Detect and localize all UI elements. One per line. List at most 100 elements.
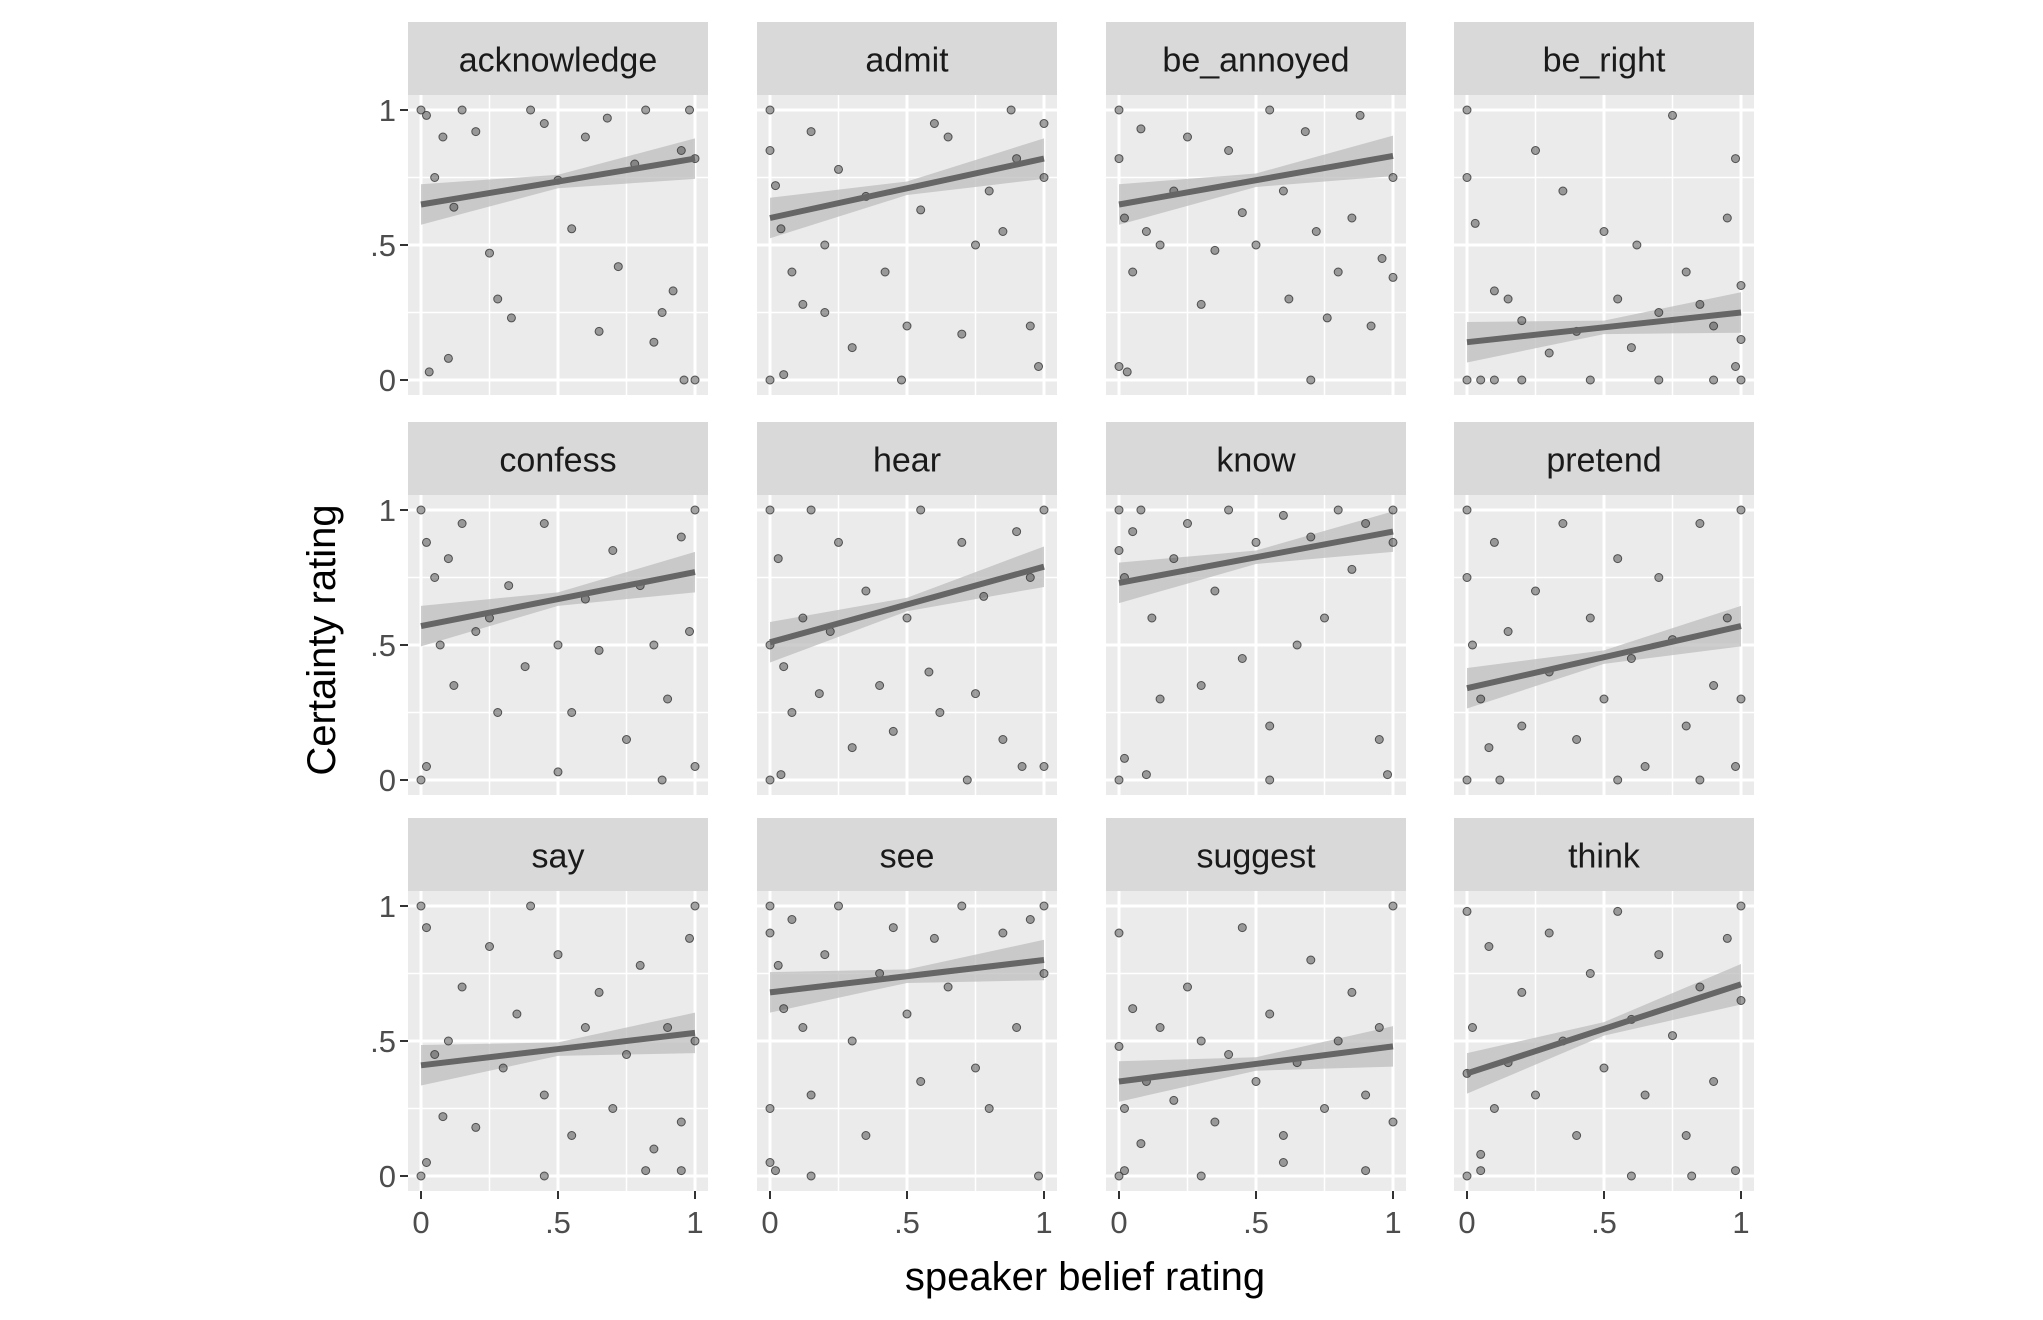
y-tick-label: 0 (379, 363, 396, 398)
data-point (847, 343, 857, 353)
facet-strip (408, 22, 708, 95)
data-point (1251, 537, 1261, 547)
y-axis-title: Certainty rating (300, 504, 344, 775)
data-point (1237, 923, 1247, 933)
y-tick-label: 1 (379, 493, 396, 528)
data-point (820, 950, 830, 960)
data-point (1278, 510, 1288, 520)
data-point (567, 708, 577, 717)
data-point (1599, 694, 1609, 704)
data-point (424, 367, 434, 377)
data-point (916, 205, 926, 215)
facet-strip (1454, 818, 1754, 891)
data-point (1517, 721, 1527, 731)
data-point (1613, 906, 1623, 916)
data-point (438, 132, 448, 142)
data-point (806, 1090, 816, 1100)
data-point (1695, 982, 1705, 992)
data-point (1731, 362, 1741, 371)
data-point (1017, 762, 1027, 771)
fit-line (1118, 152, 1394, 208)
data-point (847, 743, 857, 753)
data-point (1224, 505, 1234, 515)
data-point (690, 505, 700, 515)
data-point (798, 613, 808, 623)
facet-label: admit (865, 42, 949, 80)
x-tick-label: 0 (1110, 1205, 1127, 1240)
data-point (457, 105, 467, 115)
data-point (1632, 240, 1642, 250)
facet-label: acknowledge (459, 42, 657, 80)
data-point (770, 1166, 780, 1176)
data-point (943, 982, 953, 992)
data-point (416, 105, 426, 115)
data-point (622, 735, 631, 744)
data-point (1347, 213, 1357, 223)
data-point (1470, 218, 1480, 228)
data-point (765, 146, 775, 155)
data-point (1006, 105, 1016, 115)
data-point (1114, 505, 1124, 515)
data-point (1722, 933, 1732, 943)
fit-line (769, 155, 1045, 221)
data-point (1558, 519, 1568, 528)
data-point (943, 132, 953, 142)
data-point (1361, 519, 1371, 528)
data-point (663, 1023, 673, 1032)
data-point (834, 901, 843, 911)
data-point (1196, 1036, 1206, 1046)
facet-label: think (1568, 838, 1641, 876)
data-point (416, 901, 426, 911)
data-point (765, 928, 775, 938)
data-point (798, 1023, 808, 1032)
facet-see: see 0 .5 1 (757, 818, 1057, 1240)
fit-line (420, 1029, 696, 1069)
data-point (1572, 735, 1582, 744)
data-point (1585, 375, 1595, 385)
data-point (553, 767, 563, 777)
data-point (888, 726, 898, 736)
data-point (449, 202, 459, 212)
data-point (888, 923, 898, 933)
data-point (1388, 505, 1398, 515)
data-point (1114, 1041, 1124, 1051)
fit-line (1466, 981, 1742, 1077)
data-point (1136, 1139, 1146, 1149)
data-point (1736, 694, 1746, 704)
data-point (962, 775, 972, 785)
data-point (1333, 267, 1343, 277)
data-point (765, 901, 775, 911)
data-point (416, 505, 426, 515)
data-point (1722, 213, 1732, 223)
data-point (1476, 694, 1486, 704)
facet-strip (408, 422, 708, 495)
data-point (1626, 654, 1636, 663)
data-point (690, 1036, 700, 1046)
data-point (1237, 208, 1247, 218)
data-point (1495, 775, 1505, 785)
data-point (1709, 681, 1719, 690)
data-point (1462, 173, 1472, 182)
data-point (1119, 1104, 1129, 1113)
data-point (1503, 294, 1513, 304)
y-tick-label: .5 (370, 1024, 396, 1059)
data-point (880, 267, 890, 277)
data-point (957, 329, 967, 339)
data-point (1183, 982, 1192, 992)
data-point (1722, 613, 1732, 623)
data-point (690, 762, 700, 771)
data-point (916, 1077, 926, 1086)
data-point (1517, 316, 1527, 326)
data-point (1695, 519, 1705, 528)
data-point (471, 627, 481, 636)
fit-line (1118, 1043, 1394, 1085)
data-point (820, 240, 830, 250)
data-point (663, 694, 673, 704)
data-point (493, 708, 503, 717)
facet-be_right: be_right (1454, 22, 1754, 395)
data-point (1122, 367, 1132, 377)
data-point (1347, 987, 1357, 997)
data-point (1626, 343, 1636, 353)
